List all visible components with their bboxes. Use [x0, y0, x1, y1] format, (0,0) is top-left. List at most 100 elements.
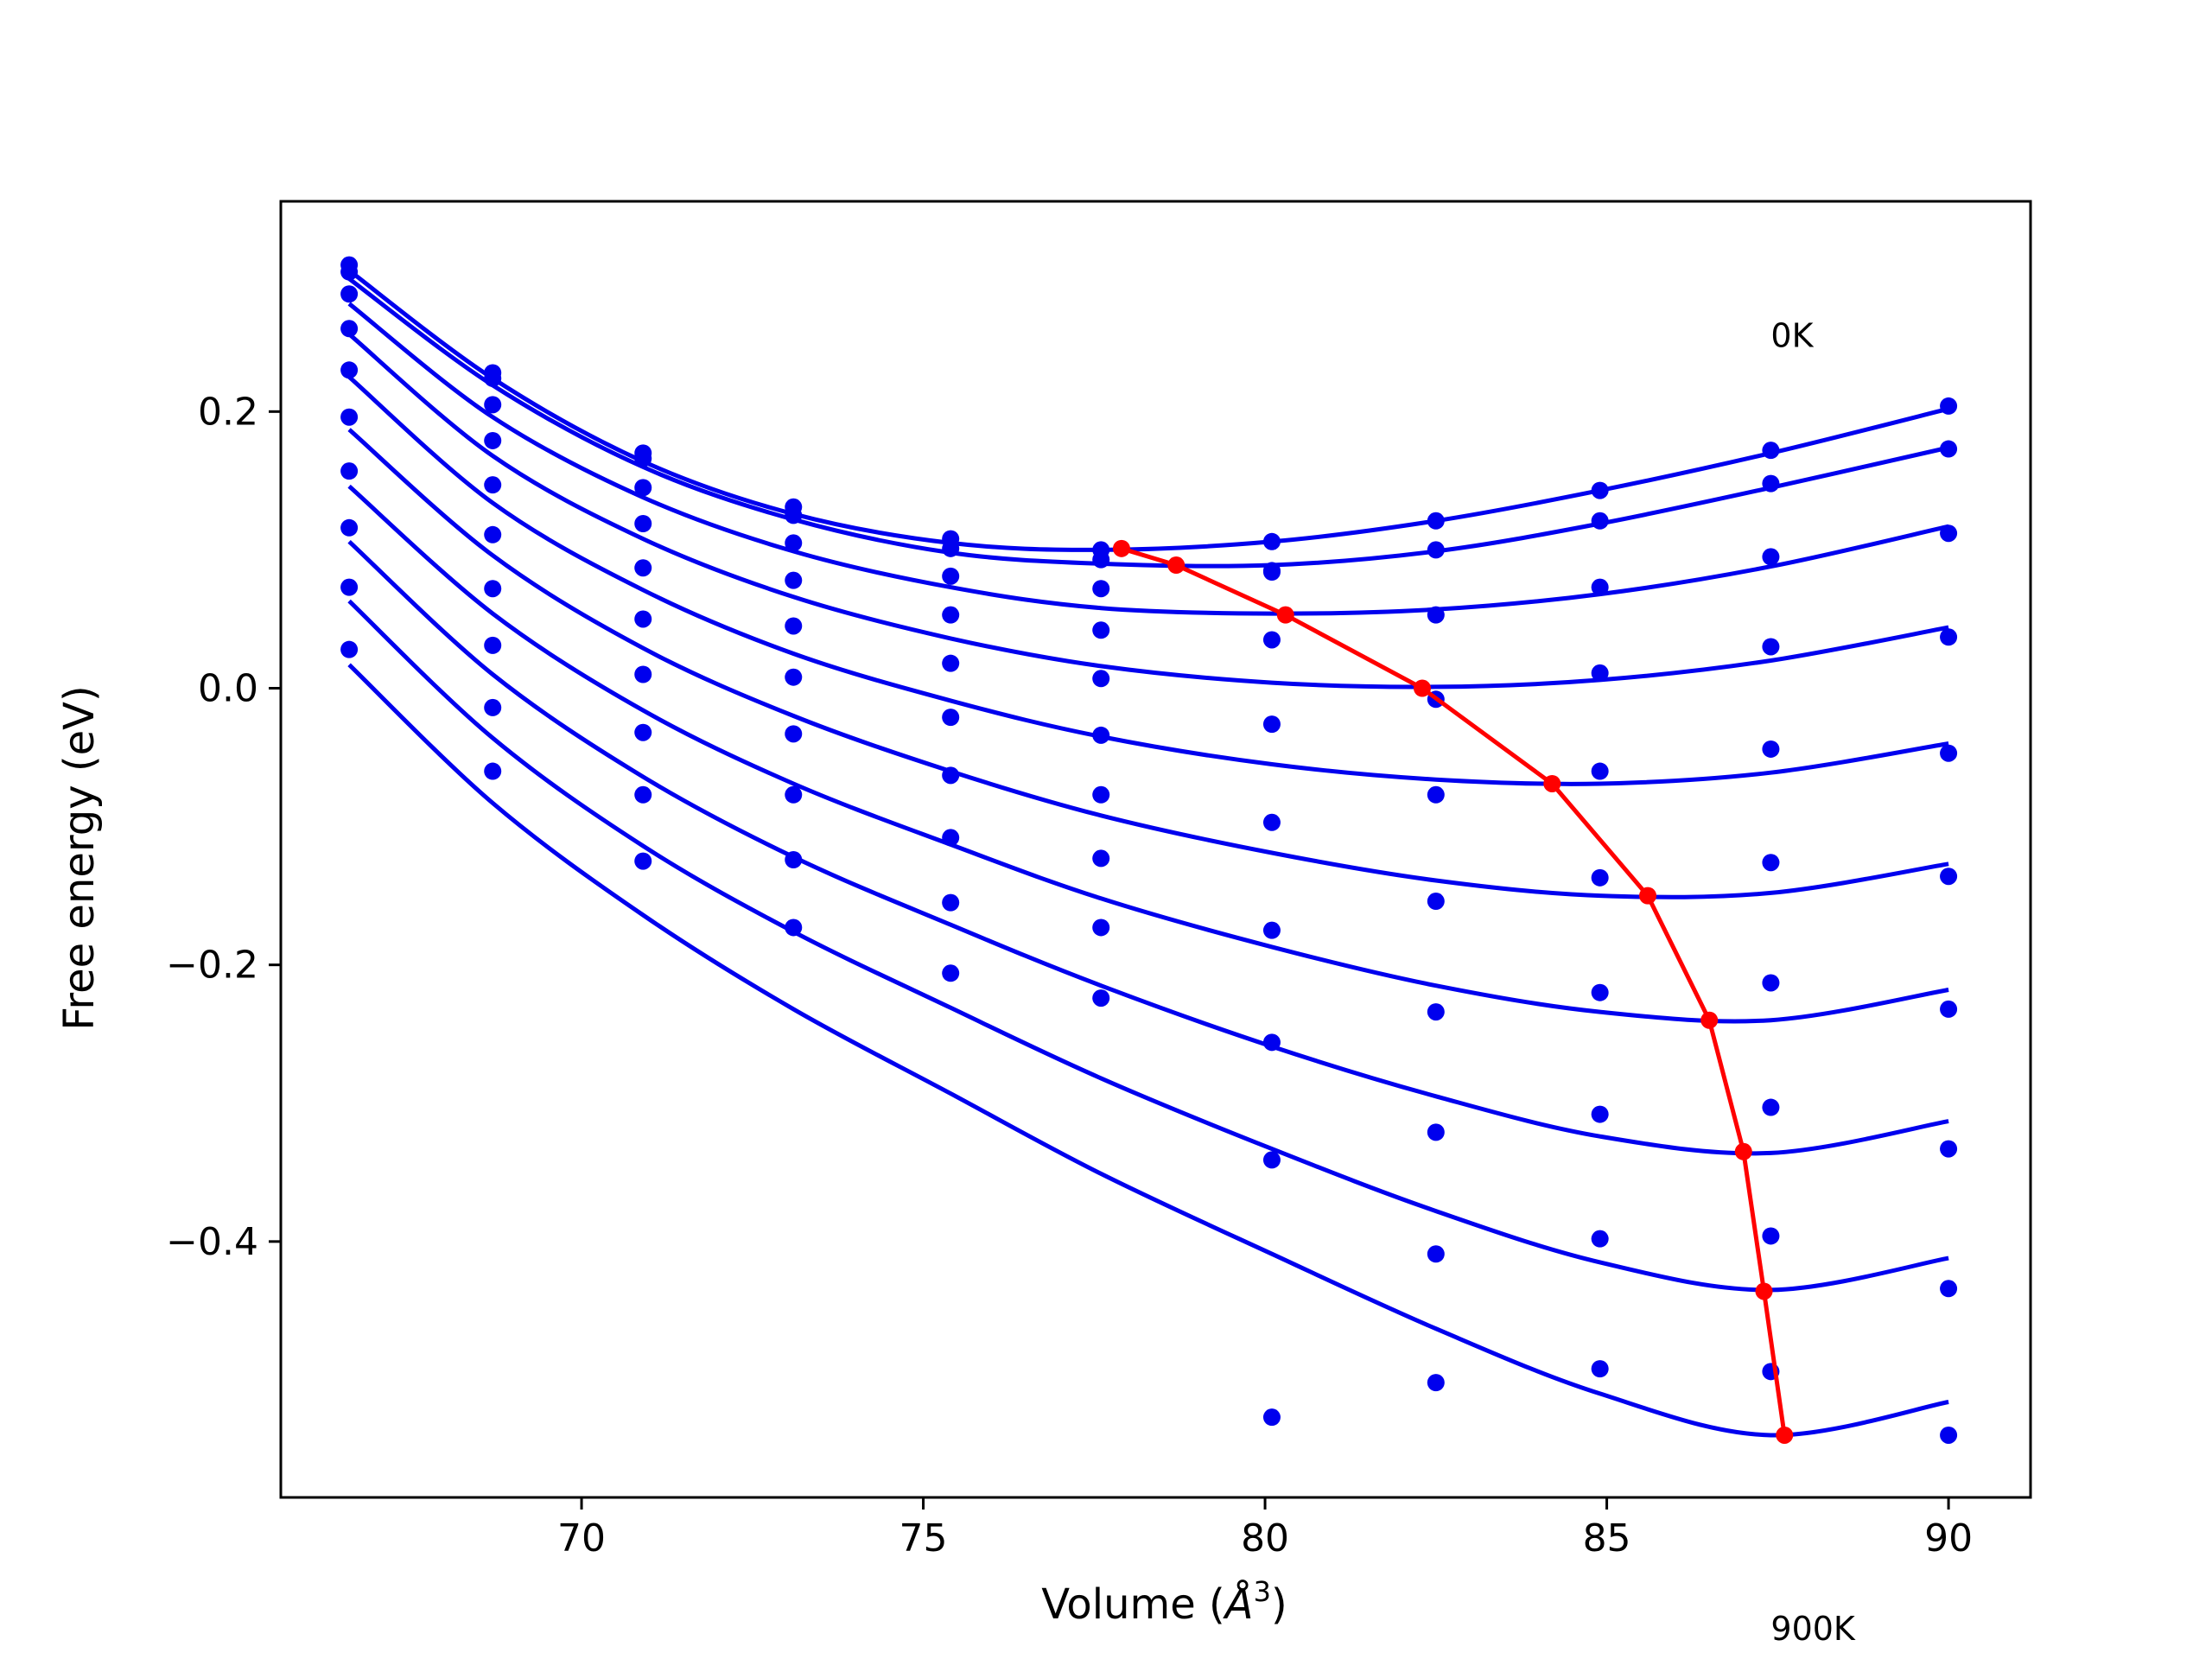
data-point-5-3: [785, 668, 803, 686]
data-point-5-0: [340, 408, 359, 426]
data-point-3-3: [785, 571, 803, 589]
data-point-6-2: [634, 665, 652, 683]
data-point-2-3: [785, 534, 803, 552]
y-axis-ticks: 0.2 0.0 −0.2 −0.4: [166, 390, 281, 1264]
data-point-4-5: [1092, 670, 1110, 688]
data-point-3-0: [340, 320, 359, 338]
equilibrium-point-3: [1413, 679, 1431, 697]
data-point-3-1: [484, 431, 502, 449]
x-tick-label-2: 80: [1241, 1516, 1289, 1560]
equilibrium-point-8: [1755, 1282, 1773, 1300]
data-point-6-4: [942, 766, 960, 785]
y-tick-label-3: −0.4: [166, 1220, 258, 1264]
data-point-3-4: [942, 606, 960, 624]
data-point-5-8: [1591, 868, 1609, 887]
data-point-2-8: [1591, 578, 1609, 596]
data-point-6-3: [785, 725, 803, 743]
data-point-9-10: [1940, 1426, 1958, 1444]
equilibrium-point-2: [1276, 606, 1294, 624]
equilibrium-path: [1112, 539, 1794, 1444]
data-point-5-10: [1940, 868, 1958, 886]
data-point-9-7: [1427, 1374, 1445, 1392]
data-point-3-6: [1262, 631, 1281, 649]
data-point-6-8: [1591, 983, 1609, 1001]
data-point-2-1: [484, 396, 502, 414]
y-tick-label-1: 0.0: [198, 667, 258, 711]
data-point-4-6: [1262, 715, 1281, 734]
data-point-9-5: [1092, 989, 1110, 1007]
data-points: [340, 256, 1958, 1444]
data-point-2-6: [1262, 563, 1281, 582]
data-point-2-4: [942, 567, 960, 585]
data-point-2-7: [1427, 606, 1445, 624]
equilibrium-point-7: [1734, 1142, 1752, 1160]
data-point-3-10: [1940, 628, 1958, 646]
data-point-0-10: [1940, 397, 1958, 415]
data-point-4-1: [484, 476, 502, 494]
equilibrium-point-4: [1543, 774, 1561, 792]
equilibrium-line: [1121, 546, 1787, 1436]
data-point-1-9: [1762, 474, 1780, 493]
data-point-8-5: [1092, 918, 1110, 937]
data-point-4-9: [1762, 740, 1780, 758]
annotations: 0K 900K: [1770, 316, 1856, 1648]
data-point-1-10: [1940, 440, 1958, 458]
data-point-5-6: [1262, 813, 1281, 831]
data-point-5-1: [484, 525, 502, 543]
plot-frame: [279, 200, 2032, 1499]
data-point-1-5: [1092, 550, 1110, 569]
data-point-6-5: [1092, 785, 1110, 804]
data-point-7-10: [1940, 1140, 1958, 1158]
data-point-5-2: [634, 610, 652, 628]
data-point-0-9: [1762, 442, 1780, 460]
equilibrium-point-0: [1112, 539, 1130, 557]
data-point-7-3: [785, 785, 803, 804]
data-point-2-10: [1940, 524, 1958, 543]
data-point-4-4: [942, 654, 960, 672]
data-point-6-0: [340, 462, 359, 480]
data-point-7-2: [634, 723, 652, 741]
data-point-8-6: [1262, 1151, 1281, 1169]
data-point-7-6: [1262, 1033, 1281, 1052]
equilibrium-point-1: [1167, 556, 1185, 575]
fit-curve-6: [347, 484, 1949, 1024]
data-point-7-4: [942, 829, 960, 847]
data-point-5-7: [1427, 893, 1445, 911]
data-point-9-6: [1262, 1408, 1281, 1427]
data-point-6-7: [1427, 1003, 1445, 1021]
data-point-1-4: [942, 539, 960, 557]
data-point-6-9: [1762, 974, 1780, 992]
fit-curve-9: [347, 663, 1949, 1438]
data-point-4-8: [1591, 762, 1609, 780]
data-point-1-0: [340, 263, 359, 281]
data-point-8-0: [340, 578, 359, 596]
data-point-6-1: [484, 580, 502, 598]
data-point-5-5: [1092, 726, 1110, 744]
data-point-8-1: [484, 698, 502, 716]
data-point-9-3: [785, 918, 803, 937]
data-point-3-2: [634, 514, 652, 532]
x-tick-label-0: 70: [557, 1516, 606, 1560]
data-point-1-3: [785, 506, 803, 524]
x-axis-title-exponent: 3: [1254, 1575, 1271, 1608]
data-point-4-2: [634, 559, 652, 577]
x-axis-title-main: Volume (: [1041, 1580, 1225, 1629]
equilibrium-point-6: [1700, 1011, 1719, 1029]
data-point-7-5: [1092, 849, 1110, 868]
y-tick-label-0: 0.2: [198, 390, 258, 434]
data-point-8-3: [785, 851, 803, 869]
data-point-7-7: [1427, 1123, 1445, 1141]
data-point-3-9: [1762, 638, 1780, 656]
fit-curve-5: [347, 428, 1949, 899]
annotation-0: 0K: [1770, 316, 1814, 354]
data-point-9-0: [340, 640, 359, 658]
data-point-7-0: [340, 518, 359, 537]
data-point-3-5: [1092, 621, 1110, 639]
data-point-4-0: [340, 361, 359, 379]
fit-curve-7: [347, 539, 1949, 1156]
data-point-4-3: [785, 617, 803, 635]
data-point-5-4: [942, 709, 960, 727]
x-axis-title: Volume (Å3): [1041, 1575, 1287, 1629]
data-point-8-8: [1591, 1230, 1609, 1248]
